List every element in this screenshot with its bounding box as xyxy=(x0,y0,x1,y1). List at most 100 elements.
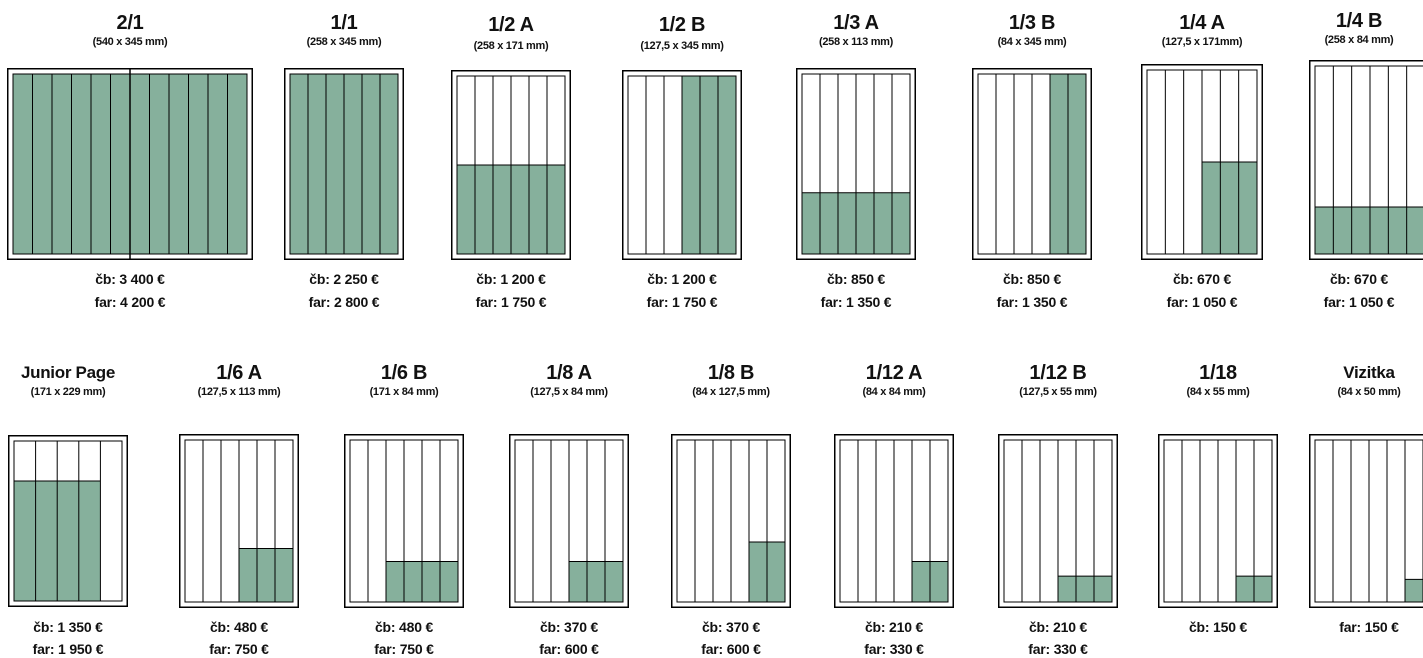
ad-1-12b: 1/12 B (127,5 x 55 mm) čb: 210 € far: 33… xyxy=(998,340,1118,658)
price-color: far: 150 € xyxy=(1339,619,1399,635)
price-color: far: 1 750 € xyxy=(646,294,718,310)
page-frame xyxy=(8,435,128,607)
ad-title: 1/18 xyxy=(1199,362,1237,384)
ad-1-2a: 1/2 A (258 x 171 mm) čb: 1 200 € far: 1 … xyxy=(451,0,571,320)
price-bw: čb: 850 € xyxy=(826,271,886,287)
ad-title: 1/4 B xyxy=(1335,10,1383,32)
ad-layout-diagram xyxy=(179,434,299,608)
price-bw: čb: 210 € xyxy=(1028,619,1088,635)
price-bw: čb: 370 € xyxy=(701,619,761,635)
ad-area xyxy=(682,76,736,254)
price-bw: čb: 2 250 € xyxy=(309,271,379,287)
page-frame xyxy=(344,434,464,608)
ad-dimensions: (84 x 345 mm) xyxy=(997,36,1067,48)
ad-layout-diagram xyxy=(1141,64,1263,260)
ad-layout-diagram xyxy=(834,434,954,608)
ad-1-6b: 1/6 B (171 x 84 mm) čb: 480 € far: 750 € xyxy=(344,340,464,658)
price-color: far: 1 350 € xyxy=(820,294,892,310)
page-frame xyxy=(509,434,629,608)
type-area xyxy=(13,440,123,602)
ad-1-4b: 1/4 B (258 x 84 mm) čb: 670 € far: 1 050… xyxy=(1307,0,1423,320)
ad-title: 2/1 xyxy=(116,12,144,34)
ad-dimensions: (540 x 345 mm) xyxy=(92,36,168,48)
ad-1-3b: 1/3 B (84 x 345 mm) čb: 850 € far: 1 350… xyxy=(972,0,1092,320)
price-bw: čb: 850 € xyxy=(1002,271,1062,287)
ad-layout-diagram xyxy=(972,68,1092,260)
ad-layout-diagram xyxy=(509,434,629,608)
ad-title: 1/8 B xyxy=(707,362,755,384)
ad-layout-diagram xyxy=(344,434,464,608)
ad-1-2b: 1/2 B (127,5 x 345 mm) čb: 1 200 € far: … xyxy=(622,0,742,320)
price-color: far: 330 € xyxy=(864,641,924,657)
page-frame xyxy=(1158,434,1278,608)
price-color: far: 1 750 € xyxy=(475,294,547,310)
ad-1-3a: 1/3 A (258 x 113 mm) čb: 850 € far: 1 35… xyxy=(796,0,916,320)
ad-layout-diagram xyxy=(998,434,1118,608)
price-color: far: 1 050 € xyxy=(1323,294,1395,310)
ad-dimensions: (127,5 x 345 mm) xyxy=(640,40,724,52)
page-frame xyxy=(796,68,916,260)
ad-title: Junior Page xyxy=(20,363,115,382)
ad-layout-diagram xyxy=(451,70,571,260)
price-bw: čb: 480 € xyxy=(209,619,269,635)
page-frame xyxy=(972,68,1092,260)
page-frame xyxy=(998,434,1118,608)
ad-vizitka: Vizitka (84 x 50 mm) far: 150 € xyxy=(1309,340,1423,658)
ad-dimensions: (258 x 171 mm) xyxy=(473,40,549,52)
price-bw: čb: 670 € xyxy=(1329,271,1389,287)
ad-title: 1/3 B xyxy=(1008,12,1056,34)
page-frame xyxy=(451,70,571,260)
ad-title: Vizitka xyxy=(1343,363,1395,382)
price-bw: čb: 3 400 € xyxy=(95,271,165,287)
ad-layout-diagram xyxy=(1309,60,1423,260)
ad-area xyxy=(569,561,623,602)
ad-dimensions: (127,5 x 55 mm) xyxy=(1019,386,1097,398)
price-color: far: 750 € xyxy=(209,641,269,657)
ad-title: 1/2 A xyxy=(488,14,534,36)
page-frame xyxy=(1309,60,1423,260)
ad-1-4a: 1/4 A (127,5 x 171mm) čb: 670 € far: 1 0… xyxy=(1141,0,1263,320)
ad-1-8a: 1/8 A (127,5 x 84 mm) čb: 370 € far: 600… xyxy=(509,340,629,658)
ad-layout-diagram xyxy=(1309,434,1423,608)
ad-area xyxy=(1202,162,1257,254)
ad-layout-diagram xyxy=(796,68,916,260)
ad-title: 1/6 A xyxy=(216,362,262,384)
page-frame xyxy=(1141,64,1263,260)
price-color: far: 600 € xyxy=(701,641,761,657)
ad-area xyxy=(239,548,293,602)
ad-dimensions: (84 x 50 mm) xyxy=(1337,386,1401,398)
ad-title: 1/12 A xyxy=(865,362,923,384)
ad-junior-page: Junior Page (171 x 229 mm) čb: 1 350 € f… xyxy=(8,340,128,658)
ad-title: 1/12 B xyxy=(1029,362,1087,384)
ad-title: 1/4 A xyxy=(1179,12,1225,34)
ad-1-6a: 1/6 A (127,5 x 113 mm) čb: 480 € far: 75… xyxy=(179,340,299,658)
ad-dimensions: (258 x 345 mm) xyxy=(306,36,382,48)
page-frame xyxy=(622,70,742,260)
ad-title: 1/8 A xyxy=(546,362,592,384)
price-color: far: 600 € xyxy=(539,641,599,657)
ad-dimensions: (171 x 84 mm) xyxy=(369,386,439,398)
price-bw: čb: 1 200 € xyxy=(647,271,717,287)
page-frame xyxy=(671,434,791,608)
ad-dimensions: (84 x 127,5 mm) xyxy=(692,386,770,398)
ad-dimensions: (127,5 x 113 mm) xyxy=(197,386,281,398)
ad-layout-diagram xyxy=(671,434,791,608)
price-bw: čb: 1 350 € xyxy=(33,619,103,635)
ad-dimensions: (258 x 84 mm) xyxy=(1324,34,1394,46)
price-color: far: 750 € xyxy=(374,641,434,657)
ad-layout-diagram xyxy=(622,70,742,260)
price-color: far: 1 950 € xyxy=(32,641,104,657)
ad-area xyxy=(1058,576,1112,602)
price-color: far: 1 050 € xyxy=(1166,294,1238,310)
ad-dimensions: (84 x 84 mm) xyxy=(862,386,926,398)
ad-title: 1/1 xyxy=(330,12,358,34)
price-color: far: 330 € xyxy=(1028,641,1088,657)
ad-dimensions: (171 x 229 mm) xyxy=(30,386,106,398)
ad-1-12a: 1/12 A (84 x 84 mm) čb: 210 € far: 330 € xyxy=(834,340,954,658)
ad-layout-diagram xyxy=(284,68,404,260)
ad-title: 1/2 B xyxy=(658,14,706,36)
price-color: far: 4 200 € xyxy=(94,294,166,310)
ad-1-18: 1/18 (84 x 55 mm) čb: 150 € xyxy=(1158,340,1278,658)
price-bw: čb: 480 € xyxy=(374,619,434,635)
ad-layout-diagram xyxy=(8,435,128,607)
